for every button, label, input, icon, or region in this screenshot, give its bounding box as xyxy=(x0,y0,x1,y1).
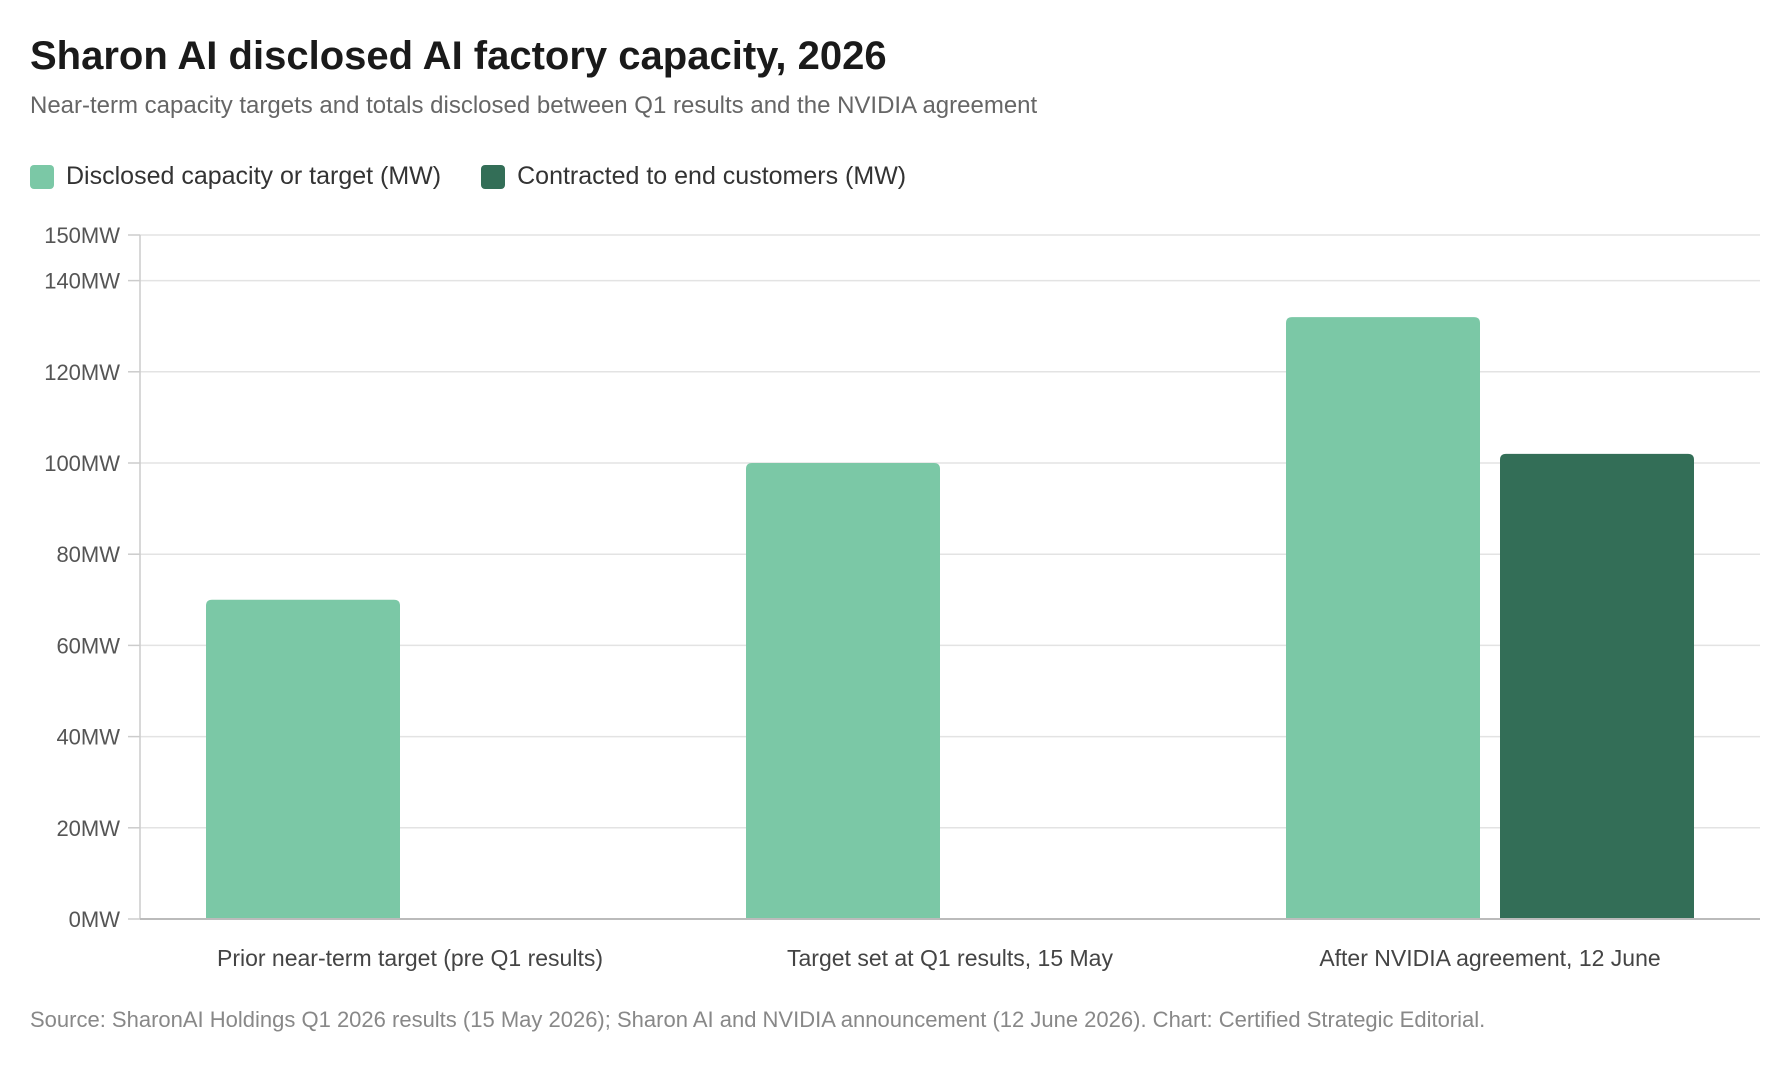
legend-swatch-contracted xyxy=(481,164,506,189)
legend-label-disclosed: Disclosed capacity or target (MW) xyxy=(66,162,442,190)
y-tick-label: 100MW xyxy=(44,451,120,476)
bar-disclosed-0 xyxy=(206,599,400,919)
y-tick-label: 0MW xyxy=(69,907,121,932)
y-tick-label: 40MW xyxy=(56,725,120,750)
legend-label-contracted: Contracted to end customers (MW) xyxy=(517,162,907,190)
bar-chart: 0MW 20MW 40MW 60MW 80MW 100MW 120MW 140MW 150MW P… xyxy=(44,223,1760,971)
x-category-label: Prior near-term target (pre Q1 results) xyxy=(217,945,603,971)
source-note: Source: SharonAI Holdings Q1 2026 result… xyxy=(30,1007,1486,1032)
y-tick-label: 20MW xyxy=(56,816,120,841)
legend: Disclosed capacity or target (MW) Contra… xyxy=(30,162,946,191)
y-tick-label: 60MW xyxy=(56,633,120,658)
bar-contracted-2 xyxy=(1500,453,1694,919)
legend-item-disclosed: Disclosed capacity or target (MW) xyxy=(30,162,441,191)
legend-item-contracted: Contracted to end customers (MW) xyxy=(481,162,906,191)
chart-subtitle: Near-term capacity targets and totals di… xyxy=(30,92,1038,119)
y-tick-label: 140MW xyxy=(44,269,120,294)
legend-swatch-disclosed xyxy=(30,164,54,189)
x-category-label: After NVIDIA agreement, 12 June xyxy=(1319,945,1660,971)
y-tick-label: 80MW xyxy=(56,542,120,567)
x-category-label: Target set at Q1 results, 15 May xyxy=(787,945,1113,971)
y-tick-label: 150MW xyxy=(44,223,120,248)
y-tick-label: 120MW xyxy=(44,360,120,385)
bar-disclosed-1 xyxy=(746,463,940,919)
chart-title: Sharon AI disclosed AI factory capacity,… xyxy=(30,34,887,78)
bar-disclosed-2 xyxy=(1286,317,1480,920)
